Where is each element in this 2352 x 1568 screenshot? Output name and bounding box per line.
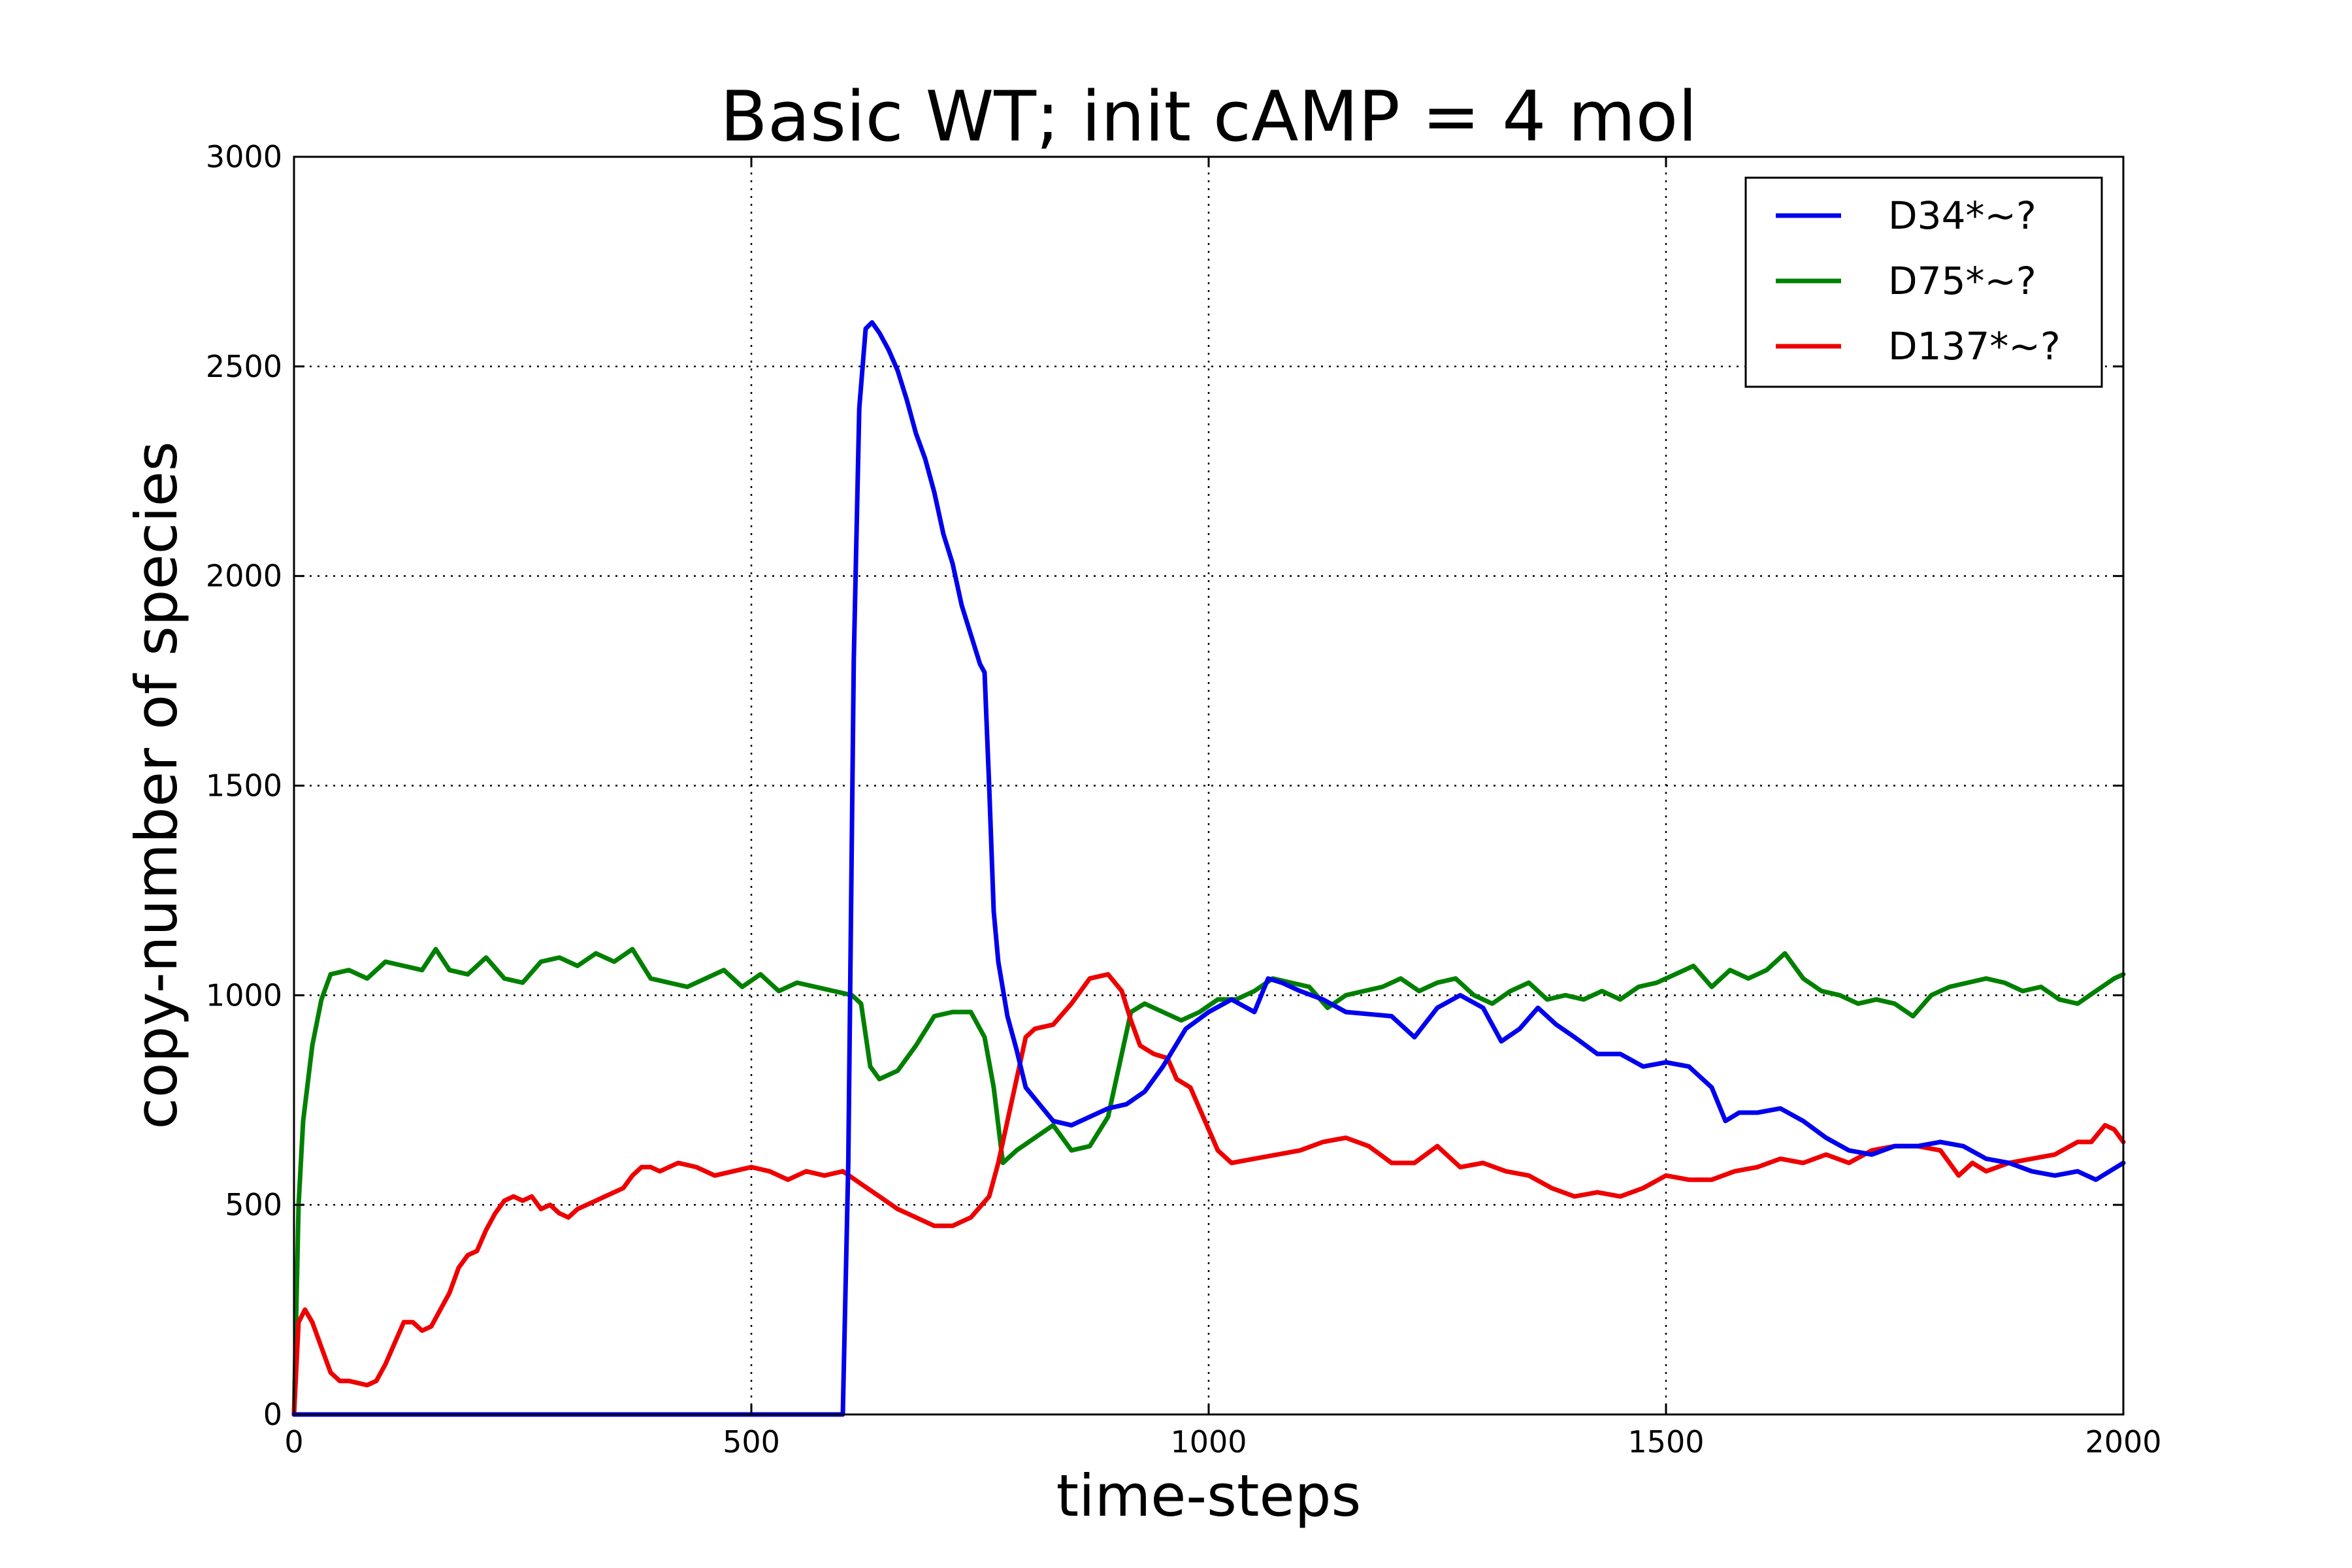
y-tick-label: 500	[225, 1187, 282, 1222]
y-axis-title: copy-number of species	[123, 441, 190, 1129]
x-tick-label: 1500	[1627, 1424, 1704, 1460]
y-tick-label: 1500	[206, 768, 282, 804]
x-tick-label: 2000	[2085, 1424, 2161, 1460]
tick-layer: 0 500 1000 1500 2000 0 500 1000 1500 2000 2500 3000	[206, 139, 2162, 1460]
legend-label-d34: D34*~?	[1888, 193, 2036, 238]
x-axis-title: time-steps	[1056, 1462, 1362, 1529]
series-line-d75	[291, 947, 2126, 1417]
y-tick-label: 2500	[206, 349, 282, 384]
y-tick-label: 2000	[206, 559, 282, 594]
chart-title: Basic WT; init cAMP = 4 mol	[720, 76, 1697, 157]
x-tick-label: 1000	[1170, 1424, 1247, 1460]
y-tick-label: 0	[263, 1397, 282, 1432]
grid-layer	[294, 157, 2123, 1414]
series-line-d137	[291, 972, 2126, 1417]
series-layer	[291, 320, 2126, 1417]
legend-label-d75: D75*~?	[1888, 259, 2036, 303]
y-tick-label: 1000	[206, 977, 282, 1013]
legend: D34*~? D75*~? D137*~?	[1744, 176, 2103, 388]
y-tick-label: 3000	[206, 139, 282, 174]
x-tick-label: 0	[284, 1424, 303, 1460]
series-line-d34	[291, 320, 2126, 1417]
x-tick-label: 500	[723, 1424, 780, 1460]
legend-label-d137: D137*~?	[1888, 324, 2061, 368]
